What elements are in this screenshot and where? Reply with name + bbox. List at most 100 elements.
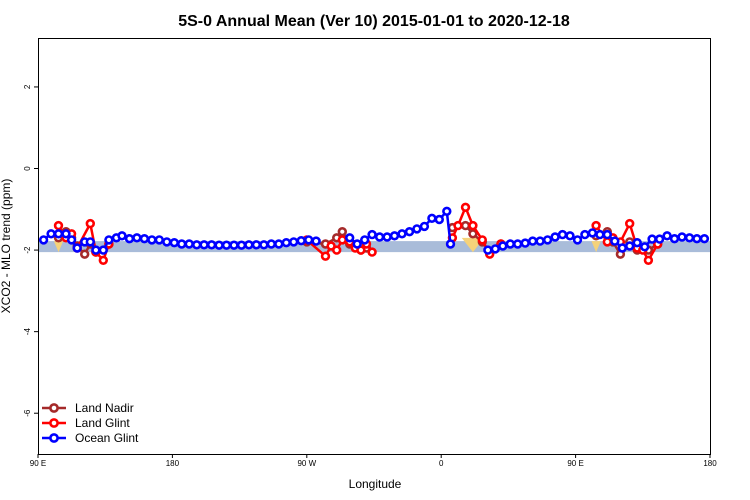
ocean-glint-point: [662, 231, 672, 241]
ocean-glint-point: [404, 227, 415, 237]
land-glint-point: [98, 255, 109, 265]
ocean-glint-point: [199, 240, 209, 250]
ocean-glint-point: [442, 206, 452, 217]
land-nadir-point: [460, 220, 471, 231]
ocean-glint-point: [221, 240, 232, 250]
ocean-glint-point: [602, 229, 612, 240]
ocean-glint-point: [132, 233, 142, 243]
ocean-glint-point: [632, 238, 642, 248]
ocean-glint-point: [498, 241, 508, 251]
land-glint-point: [337, 235, 347, 245]
legend-label: Ocean Glint: [75, 431, 139, 445]
ocean-glint-point: [699, 234, 710, 244]
ocean-glint-point: [139, 234, 150, 244]
ocean-glint-point: [53, 229, 64, 239]
ocean-glint-point: [512, 239, 523, 249]
ocean-glint-point: [296, 236, 306, 246]
highlight-triangle-1: [53, 241, 64, 253]
x-tick-label: 90 E: [30, 459, 46, 468]
ocean-glint-point: [192, 240, 202, 250]
y-axis-label: XCO2 - MLO trend (ppm): [0, 179, 13, 314]
ocean-glint-point: [236, 240, 247, 250]
ocean-glint-point: [184, 239, 194, 249]
ocean-glint-point: [445, 239, 456, 249]
ocean-glint-point: [61, 229, 71, 239]
plot-frame: [38, 38, 711, 455]
ocean-glint-point: [117, 231, 127, 241]
x-tick-label: 90 E: [567, 459, 583, 468]
land-nadir-point: [337, 227, 347, 237]
ocean-glint-point: [147, 235, 157, 245]
x-tick-label: 0: [439, 459, 444, 468]
ocean-glint-point: [550, 232, 560, 242]
ocean-glint-point: [692, 234, 702, 244]
ocean-glint-point: [38, 235, 49, 245]
ocean-glint-point: [490, 244, 500, 254]
ocean-glint-point: [177, 239, 187, 249]
land-glint-point: [367, 247, 377, 257]
ocean-glint-point: [382, 232, 392, 242]
ocean-glint-point: [229, 240, 239, 250]
ocean-glint-point: [98, 245, 109, 255]
ocean-glint-point: [520, 238, 530, 248]
ocean-glint-point: [259, 240, 269, 250]
legend-swatch-marker: [49, 403, 59, 413]
y-tick-label: 2: [23, 84, 32, 89]
land-glint-point: [477, 235, 487, 245]
land-glint-point: [320, 251, 331, 261]
ocean-glint-point: [266, 239, 276, 249]
ocean-glint-point: [154, 235, 165, 245]
x-axis-label: Longitude: [349, 477, 402, 491]
y-tick-label: -2: [23, 246, 32, 254]
ocean-glint-point: [389, 231, 400, 241]
mean-band: [38, 241, 710, 253]
ocean-glint-point: [610, 236, 620, 246]
ocean-glint-point: [684, 233, 695, 243]
ocean-glint-point: [580, 229, 590, 240]
land-nadir-point: [468, 229, 478, 239]
ocean-glint-point: [535, 236, 545, 246]
y-axis: 2 0 -2 -4 -6: [23, 84, 38, 417]
ocean-glint-point: [624, 241, 635, 251]
ocean-glint-point: [281, 238, 291, 248]
ocean-glint-point: [419, 221, 430, 232]
land-glint-point: [453, 220, 463, 231]
y-tick-label: -6: [23, 409, 32, 417]
ocean-glint-point: [434, 214, 444, 225]
ocean-glint-point: [46, 229, 56, 239]
land-glint-point: [53, 220, 64, 231]
x-tick-label: 90 W: [297, 459, 316, 468]
ocean-glint-point: [505, 239, 515, 249]
ocean-glint-point: [647, 234, 657, 244]
legend-swatch-marker: [49, 433, 59, 443]
ocean-glint-point: [66, 235, 77, 245]
legend-item-land-glint: Land Glint: [42, 416, 130, 430]
ocean-glint-point: [352, 239, 362, 249]
ocean-glint-point: [677, 232, 687, 242]
ocean-glint-point: [483, 245, 493, 255]
legend-label: Land Nadir: [75, 401, 134, 415]
ocean-glint-point: [669, 234, 680, 244]
ocean-glint-point: [169, 238, 180, 248]
land-glint-point: [591, 220, 601, 231]
x-axis: 90 E 180 90 W 0 90 E 180: [30, 454, 717, 468]
land-glint-point: [332, 245, 342, 255]
ocean-glint-point: [72, 243, 82, 253]
ocean-glint-point: [639, 242, 650, 252]
chart-title: 5S-0 Annual Mean (Ver 10) 2015-01-01 to …: [178, 13, 570, 30]
land-nadir-point: [79, 249, 90, 259]
legend-item-ocean-glint: Ocean Glint: [42, 431, 139, 445]
ocean-glint-point: [654, 234, 665, 244]
land-glint-point: [643, 255, 654, 265]
ocean-glint-point: [274, 239, 284, 249]
legend-swatch-marker: [49, 418, 59, 428]
ocean-glint-point: [289, 237, 299, 247]
ocean-glint-point: [214, 240, 224, 250]
land-glint-point: [460, 202, 471, 213]
land-glint-point: [468, 220, 478, 231]
legend-label: Land Glint: [75, 416, 130, 430]
plot-area: [38, 202, 710, 265]
ocean-glint-point: [542, 235, 553, 245]
